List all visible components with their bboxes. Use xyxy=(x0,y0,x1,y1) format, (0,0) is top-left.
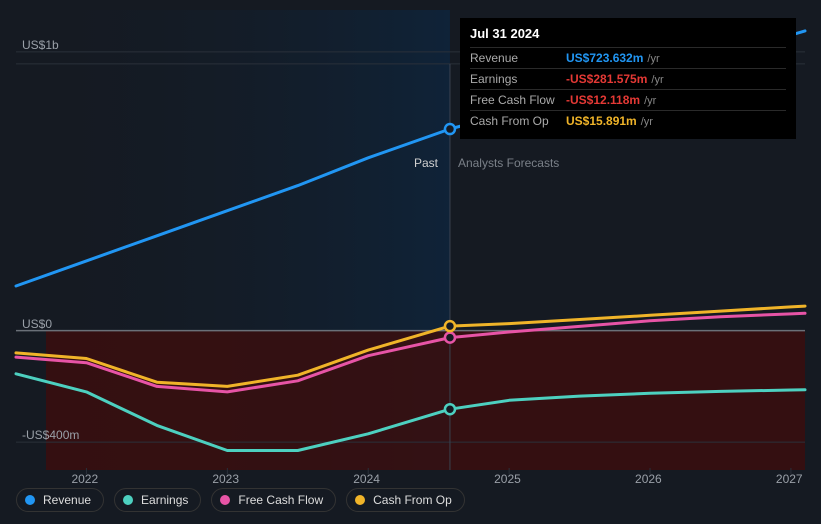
legend-item-revenue[interactable]: Revenue xyxy=(16,488,104,512)
tooltip-unit: /yr xyxy=(641,116,653,128)
forecast-section-label: Analysts Forecasts xyxy=(458,156,559,170)
tooltip-label: Earnings xyxy=(470,72,566,86)
tooltip-label: Revenue xyxy=(470,51,566,65)
legend-label: Earnings xyxy=(141,493,188,507)
x-axis-label: 2025 xyxy=(494,472,521,486)
chart-legend: Revenue Earnings Free Cash Flow Cash Fro… xyxy=(16,488,465,512)
financials-chart: US$1b US$0 -US$400m 2022 2023 2024 2025 … xyxy=(0,0,821,524)
legend-swatch-icon xyxy=(25,495,35,505)
tooltip-value: -US$281.575m xyxy=(566,72,647,86)
tooltip-unit: /yr xyxy=(647,53,659,65)
tooltip-row-earnings: Earnings -US$281.575m /yr xyxy=(470,68,786,89)
legend-item-fcf[interactable]: Free Cash Flow xyxy=(211,488,336,512)
legend-label: Revenue xyxy=(43,493,91,507)
tooltip-date: Jul 31 2024 xyxy=(470,26,786,47)
tooltip-value: -US$12.118m xyxy=(566,93,640,107)
legend-label: Free Cash Flow xyxy=(238,493,323,507)
tooltip-value: US$723.632m xyxy=(566,51,643,65)
legend-item-cfo[interactable]: Cash From Op xyxy=(346,488,465,512)
chart-tooltip: Jul 31 2024 Revenue US$723.632m /yr Earn… xyxy=(460,18,796,139)
legend-swatch-icon xyxy=(123,495,133,505)
x-axis-label: 2023 xyxy=(212,472,239,486)
tooltip-row-cfo: Cash From Op US$15.891m /yr xyxy=(470,110,786,131)
tooltip-unit: /yr xyxy=(651,74,663,86)
legend-item-earnings[interactable]: Earnings xyxy=(114,488,201,512)
y-axis-label: US$0 xyxy=(22,317,52,331)
legend-swatch-icon xyxy=(355,495,365,505)
y-axis-label: -US$400m xyxy=(22,428,79,442)
past-section-label: Past xyxy=(414,156,438,170)
legend-label: Cash From Op xyxy=(373,493,452,507)
tooltip-label: Free Cash Flow xyxy=(470,93,566,107)
legend-swatch-icon xyxy=(220,495,230,505)
y-axis-label: US$1b xyxy=(22,38,59,52)
tooltip-unit: /yr xyxy=(644,95,656,107)
tooltip-row-revenue: Revenue US$723.632m /yr xyxy=(470,47,786,68)
x-axis-label: 2027 xyxy=(776,472,803,486)
tooltip-label: Cash From Op xyxy=(470,114,566,128)
tooltip-value: US$15.891m xyxy=(566,114,637,128)
x-axis-label: 2022 xyxy=(71,472,98,486)
x-axis-label: 2026 xyxy=(635,472,662,486)
tooltip-row-fcf: Free Cash Flow -US$12.118m /yr xyxy=(470,89,786,110)
x-axis-label: 2024 xyxy=(353,472,380,486)
